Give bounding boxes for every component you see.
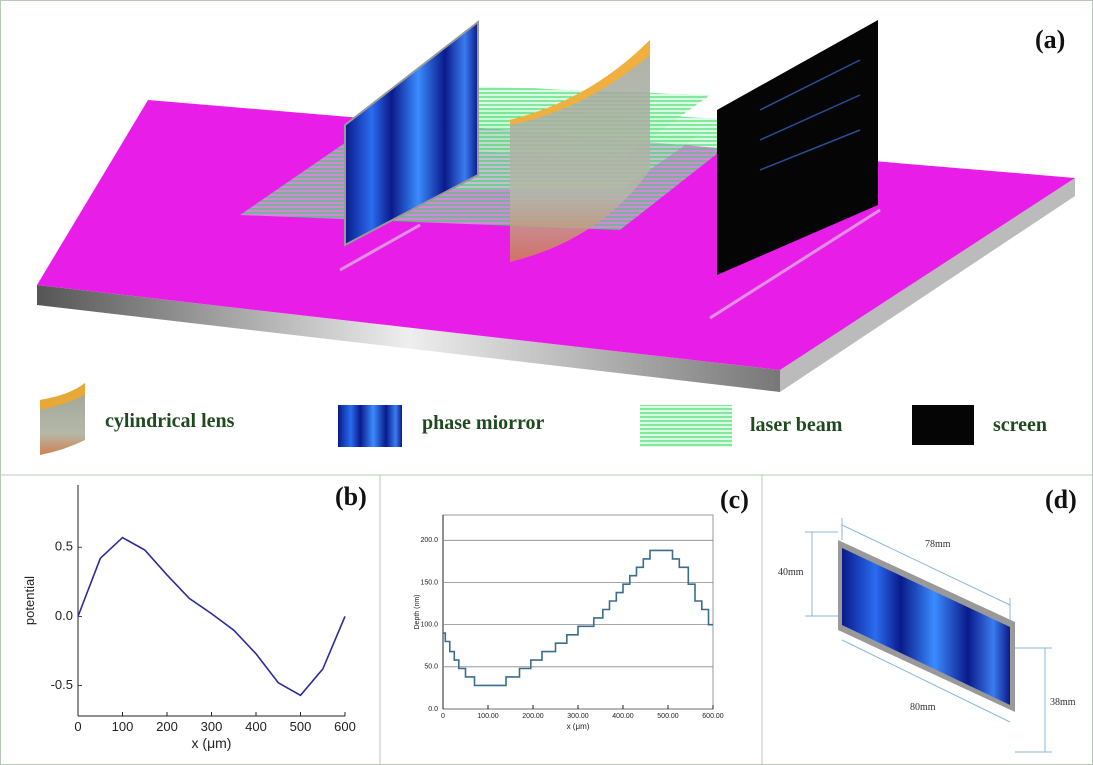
x-tick-label: 100.00 — [477, 713, 499, 720]
x-axis-label: x (μm) — [567, 722, 590, 731]
panel-label: (a) — [1035, 25, 1065, 54]
x-tick-label: 600 — [334, 719, 356, 734]
figure: (a) cylindrical lens phase miorror laser… — [0, 0, 1093, 765]
dimension-label: 80mm — [910, 702, 936, 713]
y-tick-label: 150.0 — [420, 579, 438, 586]
x-tick-label: 300 — [201, 719, 223, 734]
legend-label: cylindrical lens — [105, 410, 235, 432]
plot-frame — [443, 515, 713, 709]
legend-label: screen — [993, 414, 1047, 436]
x-tick-label: 400 — [245, 719, 267, 734]
x-tick-label: 0 — [441, 713, 445, 720]
y-tick-label: -0.5 — [51, 677, 73, 692]
panel-label: (b) — [335, 482, 367, 511]
data-line — [78, 538, 345, 696]
y-tick-label: 200.0 — [420, 537, 438, 544]
panel-label: (d) — [1045, 485, 1077, 514]
data-line — [443, 550, 713, 685]
x-axis-label: x (μm) — [192, 735, 232, 751]
panel-d-diagram — [805, 518, 1052, 752]
y-axis-label: Depth (nm) — [414, 594, 421, 629]
dimension-label: 78mm — [925, 539, 951, 550]
panel-label: (c) — [720, 485, 749, 514]
x-tick-label: 0 — [74, 719, 81, 734]
dimension-label: 40mm — [778, 567, 804, 578]
panel-a-diagram — [37, 20, 1075, 392]
x-tick-label: 300.00 — [567, 713, 589, 720]
y-tick-label: 0.0 — [428, 706, 438, 713]
y-axis-label: potential — [22, 576, 37, 625]
x-tick-label: 100 — [112, 719, 134, 734]
legend: cylindrical lens phase miorror laser bea… — [40, 383, 1047, 455]
x-tick-label: 200.00 — [522, 713, 544, 720]
x-tick-label: 500 — [290, 719, 312, 734]
x-tick-label: 500.00 — [657, 713, 679, 720]
legend-label: phase miorror — [422, 412, 545, 434]
y-tick-label: 0.0 — [55, 608, 73, 623]
y-tick-label: 0.5 — [55, 539, 73, 554]
x-tick-label: 400.00 — [612, 713, 634, 720]
legend-label: laser beam — [750, 414, 843, 436]
y-tick-label: 50.0 — [424, 664, 438, 671]
x-tick-label: 200 — [156, 719, 178, 734]
x-tick-label: 600.00 — [702, 713, 724, 720]
dimension-label: 38mm — [1050, 697, 1076, 708]
y-tick-label: 100.0 — [420, 621, 438, 628]
